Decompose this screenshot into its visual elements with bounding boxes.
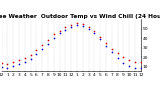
Point — [41, 44, 44, 46]
Point — [41, 48, 44, 49]
Point — [82, 25, 84, 26]
Point — [122, 62, 125, 64]
Point — [52, 37, 55, 39]
Point — [70, 26, 72, 27]
Point — [35, 50, 38, 51]
Point — [134, 61, 136, 63]
Point — [122, 56, 125, 58]
Point — [82, 23, 84, 25]
Point — [116, 57, 119, 59]
Point — [0, 62, 3, 64]
Point — [99, 38, 101, 40]
Point — [0, 66, 3, 67]
Point — [24, 57, 26, 59]
Title: Milwaukee Weather  Outdoor Temp vs Wind Chill (24 Hours): Milwaukee Weather Outdoor Temp vs Wind C… — [0, 14, 160, 19]
Point — [116, 53, 119, 54]
Point — [87, 28, 90, 29]
Point — [12, 65, 15, 66]
Point — [87, 26, 90, 27]
Point — [140, 67, 142, 68]
Point — [47, 43, 49, 45]
Point — [6, 63, 9, 64]
Point — [93, 33, 96, 34]
Point — [128, 65, 131, 66]
Point — [99, 36, 101, 38]
Point — [52, 34, 55, 35]
Point — [105, 42, 107, 44]
Point — [29, 58, 32, 60]
Point — [24, 61, 26, 63]
Point — [105, 45, 107, 46]
Point — [58, 33, 61, 34]
Point — [140, 61, 142, 63]
Point — [58, 30, 61, 31]
Point — [35, 54, 38, 55]
Point — [111, 52, 113, 53]
Point — [29, 55, 32, 56]
Point — [134, 67, 136, 68]
Point — [12, 61, 15, 63]
Point — [18, 63, 20, 64]
Point — [6, 67, 9, 68]
Point — [93, 31, 96, 32]
Point — [111, 48, 113, 49]
Point — [76, 24, 78, 25]
Point — [64, 26, 67, 27]
Point — [64, 29, 67, 30]
Point — [76, 22, 78, 24]
Point — [128, 59, 131, 61]
Point — [47, 39, 49, 41]
Point — [70, 24, 72, 25]
Point — [18, 59, 20, 61]
